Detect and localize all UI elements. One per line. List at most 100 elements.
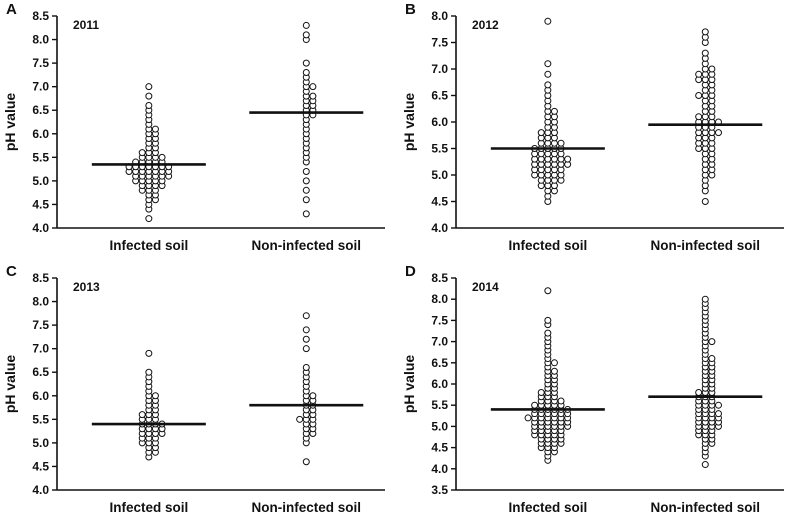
data-point bbox=[145, 349, 153, 357]
data-point bbox=[695, 70, 703, 78]
panel-letter-d: D bbox=[405, 263, 416, 280]
y-tick-label: 5.5 bbox=[32, 412, 49, 426]
panel-c: C 4.0 4.5 5.0 5.5 6.0 6.5 7.0 7.5 8.0 8.5 pH value… bbox=[0, 262, 399, 524]
y-tick-label: 7.0 bbox=[431, 335, 448, 349]
y-tick-label: 7.0 bbox=[32, 342, 49, 356]
category-label: Non-infected soil bbox=[651, 500, 761, 515]
data-point bbox=[145, 83, 153, 91]
y-axis-title: pH value bbox=[2, 93, 18, 152]
y-tick-label: 7.0 bbox=[431, 62, 448, 76]
y-tick-label: 4.5 bbox=[431, 195, 448, 209]
data-point bbox=[544, 287, 552, 295]
plot-2013: 4.0 4.5 5.0 5.5 6.0 6.5 7.0 7.5 8.0 8.5 pH value 20… bbox=[2, 271, 385, 515]
data-point bbox=[302, 69, 310, 77]
data-point bbox=[537, 388, 545, 396]
data-point bbox=[302, 210, 310, 218]
data-point bbox=[544, 81, 552, 89]
y-tick-label: 4.5 bbox=[431, 441, 448, 455]
y-tick-label: 4.0 bbox=[32, 221, 49, 235]
panel-a: A 4.0 4.5 5.0 5.5 6.0 6.5 7.0 7.5 8.0 8.5 pH value… bbox=[0, 0, 399, 262]
category-label: Infected soil bbox=[109, 238, 188, 253]
y-tick-label: 4.0 bbox=[431, 221, 448, 235]
y-tick-label: 5.0 bbox=[431, 419, 448, 433]
y-tick-label: 5.5 bbox=[431, 142, 448, 156]
data-point bbox=[145, 368, 153, 376]
data-point bbox=[557, 397, 565, 405]
panel-letter-c: C bbox=[6, 263, 17, 280]
data-point bbox=[138, 149, 146, 157]
data-point bbox=[296, 415, 304, 423]
y-tick-label: 4.5 bbox=[32, 197, 49, 211]
data-point bbox=[701, 295, 709, 303]
panel-b: B 4.0 4.5 5.0 5.5 6.0 6.5 7.0 7.5 8.0 pH value 201… bbox=[399, 0, 799, 262]
category-label: Non-infected soil bbox=[651, 238, 761, 253]
data-point bbox=[695, 388, 703, 396]
category-label: Infected soil bbox=[109, 500, 188, 515]
year-label: 2011 bbox=[73, 18, 99, 32]
data-point bbox=[302, 458, 310, 466]
y-axis-title: pH value bbox=[401, 355, 417, 414]
data-point bbox=[708, 65, 716, 73]
data-point bbox=[701, 198, 709, 205]
y-tick-label: 6.5 bbox=[431, 89, 448, 103]
y-tick-label: 6.0 bbox=[431, 115, 448, 129]
y-axis-title: pH value bbox=[2, 355, 18, 414]
data-point bbox=[695, 113, 703, 121]
y-tick-label: 7.5 bbox=[32, 56, 49, 70]
data-point bbox=[537, 129, 545, 137]
data-point bbox=[714, 129, 722, 137]
data-point bbox=[550, 367, 558, 375]
year-label: 2012 bbox=[472, 18, 499, 32]
plot-2012: 4.0 4.5 5.0 5.5 6.0 6.5 7.0 7.5 8.0 pH value 2012 I… bbox=[401, 9, 784, 253]
data-point bbox=[302, 326, 310, 334]
y-tick-label: 6.5 bbox=[32, 365, 49, 379]
data-point bbox=[309, 392, 317, 400]
panel-letter-a: A bbox=[6, 1, 17, 18]
data-point bbox=[302, 196, 310, 204]
data-point bbox=[309, 92, 317, 100]
year-label: 2013 bbox=[73, 280, 100, 294]
data-point bbox=[302, 335, 310, 343]
y-tick-label: 3.5 bbox=[431, 483, 448, 497]
data-point bbox=[302, 59, 310, 67]
y-tick-label: 7.5 bbox=[32, 318, 49, 332]
y-tick-label: 4.5 bbox=[32, 459, 49, 473]
y-tick-label: 6.5 bbox=[32, 103, 49, 117]
panel-letter-b: B bbox=[405, 1, 416, 18]
y-tick-label: 6.0 bbox=[32, 127, 49, 141]
y-tick-label: 5.5 bbox=[32, 150, 49, 164]
y-tick-label: 8.5 bbox=[431, 271, 448, 285]
data-point bbox=[701, 28, 709, 36]
data-point bbox=[302, 31, 310, 39]
data-point bbox=[701, 49, 709, 57]
data-point bbox=[544, 316, 552, 324]
year-label: 2014 bbox=[472, 280, 499, 294]
plot-2011: 4.0 4.5 5.0 5.5 6.0 6.5 7.0 7.5 8.0 8.5 pH value 20… bbox=[2, 9, 385, 253]
y-tick-label: 8.0 bbox=[32, 33, 49, 47]
data-point bbox=[302, 345, 310, 353]
data-point bbox=[302, 167, 310, 175]
data-point bbox=[531, 401, 539, 409]
data-point bbox=[695, 92, 703, 99]
category-label: Non-infected soil bbox=[252, 500, 362, 515]
data-point bbox=[708, 355, 716, 363]
data-point bbox=[714, 410, 722, 418]
y-tick-label: 8.0 bbox=[431, 292, 448, 306]
y-tick-label: 5.5 bbox=[431, 398, 448, 412]
data-point bbox=[544, 17, 552, 25]
y-tick-label: 6.0 bbox=[32, 389, 49, 403]
y-tick-label: 8.0 bbox=[431, 9, 448, 23]
data-point bbox=[145, 215, 153, 223]
panel-d: D 3.5 4.0 4.5 5.0 5.5 6.0 6.5 7.0 7.5 8.0 8.5 pH va… bbox=[399, 262, 799, 524]
data-point bbox=[550, 359, 558, 367]
data-point bbox=[302, 177, 310, 185]
y-tick-label: 4.0 bbox=[431, 462, 448, 476]
plot-2014: 3.5 4.0 4.5 5.0 5.5 6.0 6.5 7.0 7.5 8.0 8.5 pH valu… bbox=[401, 271, 784, 515]
y-tick-label: 8.5 bbox=[32, 9, 49, 23]
category-label: Infected soil bbox=[508, 500, 587, 515]
data-point bbox=[145, 92, 153, 100]
y-tick-label: 7.5 bbox=[431, 36, 448, 50]
data-point bbox=[309, 83, 317, 91]
data-point bbox=[544, 329, 552, 337]
